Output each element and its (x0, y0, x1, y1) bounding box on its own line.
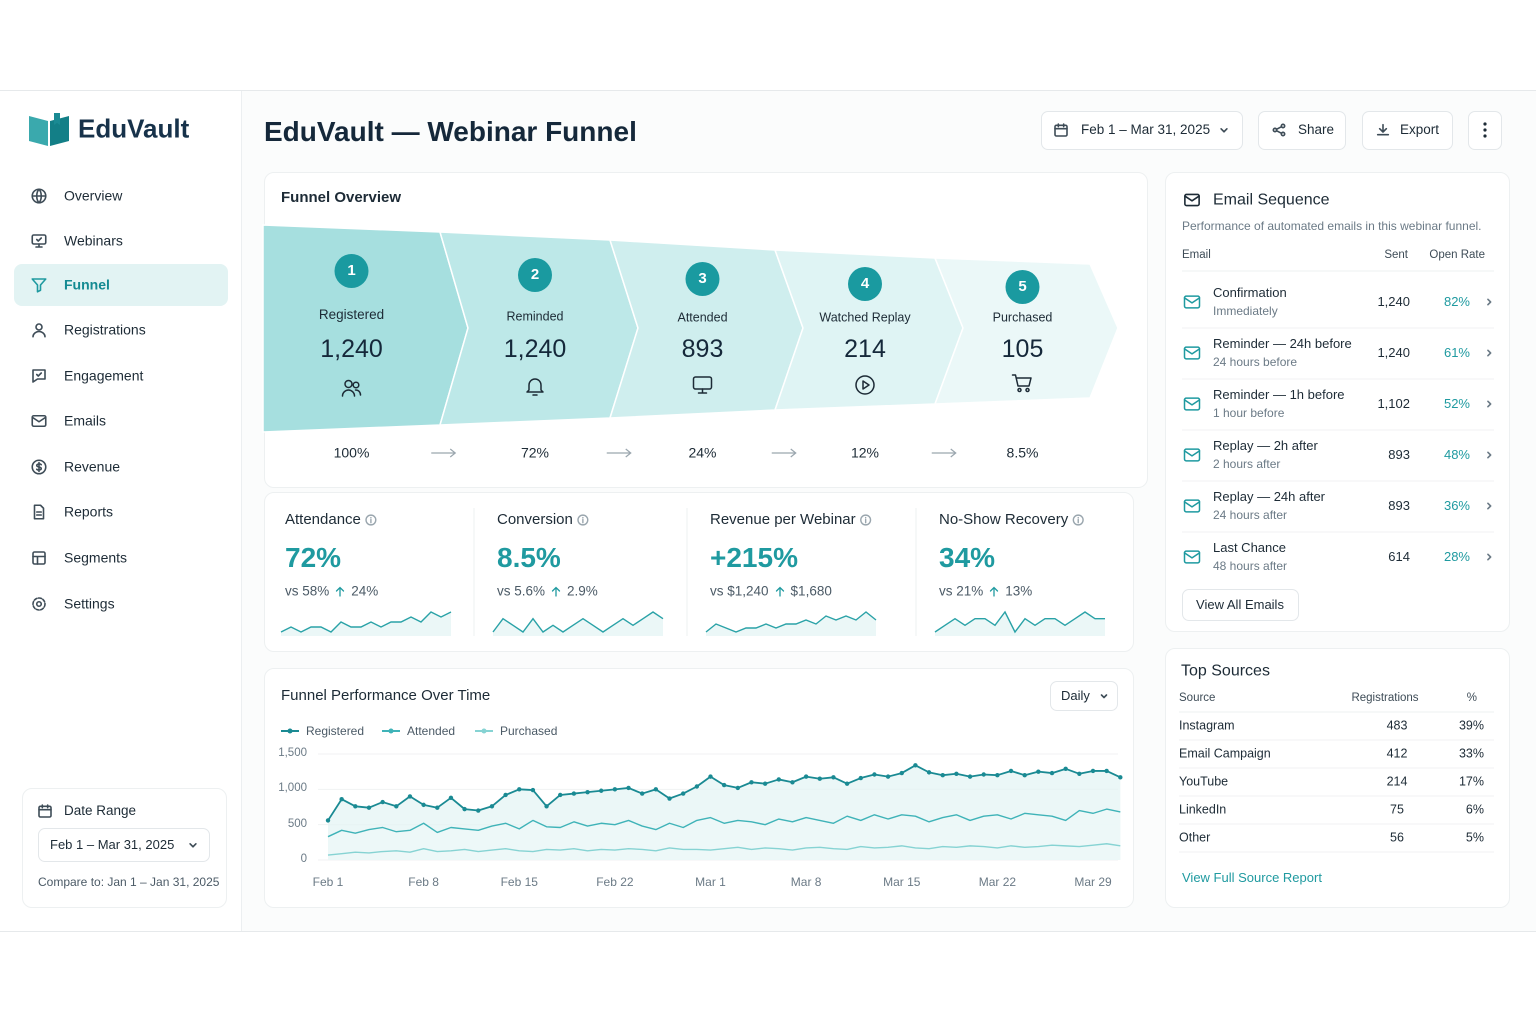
date-button[interactable] (1041, 111, 1243, 150)
view-all-emails[interactable] (1182, 589, 1299, 621)
nav-item[interactable] (14, 491, 228, 533)
email-row[interactable] (1176, 276, 1498, 324)
date-range-select[interactable] (38, 828, 210, 862)
share-button[interactable] (1258, 111, 1346, 150)
nav-item[interactable] (14, 400, 228, 442)
nav-item[interactable] (14, 220, 228, 262)
nav-item[interactable] (14, 446, 228, 488)
nav-item[interactable] (14, 583, 228, 625)
email-row[interactable] (1176, 531, 1498, 579)
nav-item[interactable] (14, 175, 228, 217)
email-row[interactable] (1176, 327, 1498, 375)
more-button[interactable] (1468, 111, 1502, 150)
chart-range-dropdown[interactable] (1050, 681, 1118, 711)
nav-item[interactable] (14, 355, 228, 397)
email-card (1165, 172, 1510, 632)
nav-item[interactable] (14, 309, 228, 351)
nav-item[interactable] (14, 264, 228, 306)
funnel-card (264, 172, 1148, 488)
kpi-card (264, 492, 1134, 652)
email-row[interactable] (1176, 480, 1498, 528)
chart-card (264, 668, 1134, 908)
email-row[interactable] (1176, 429, 1498, 477)
nav-item[interactable] (14, 537, 228, 579)
email-row[interactable] (1176, 378, 1498, 426)
export-button[interactable] (1362, 111, 1453, 150)
sources-card (1165, 648, 1510, 908)
